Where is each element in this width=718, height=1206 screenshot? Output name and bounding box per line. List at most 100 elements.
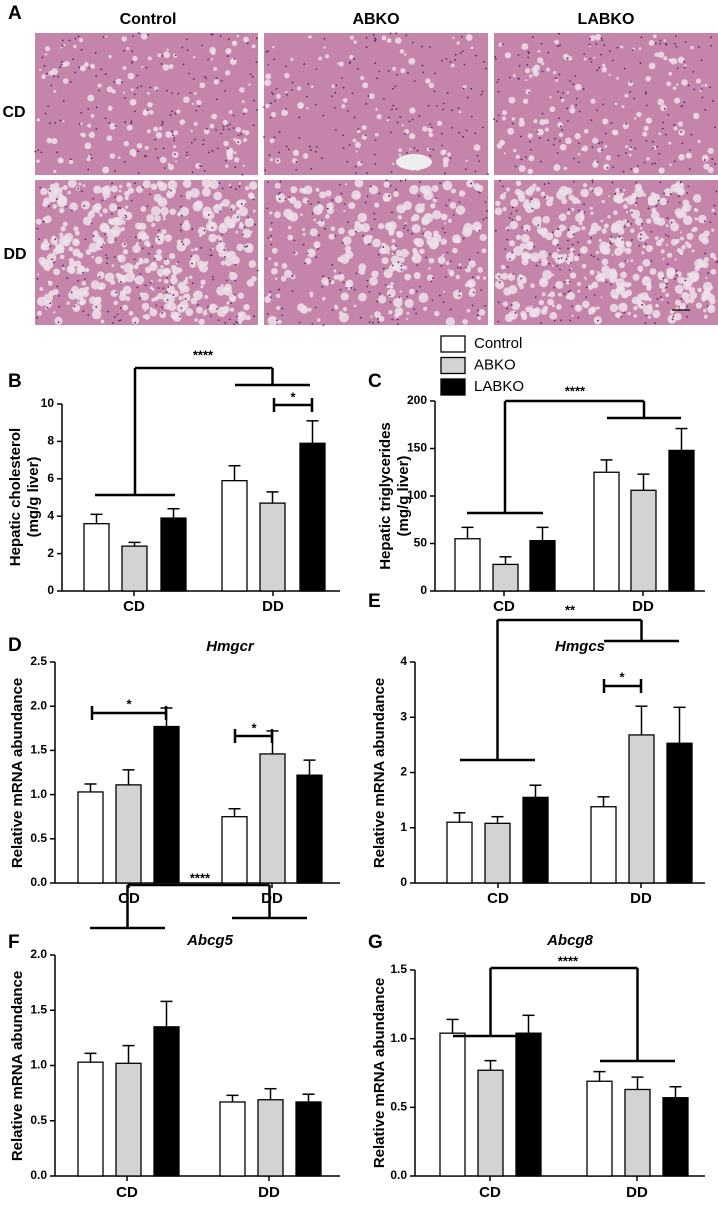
nucleus bbox=[186, 49, 189, 52]
vacuole bbox=[127, 72, 135, 80]
vacuole bbox=[302, 232, 306, 236]
vacuole bbox=[360, 75, 365, 80]
vacuole bbox=[352, 138, 357, 143]
nucleus bbox=[166, 277, 168, 280]
vacuole bbox=[562, 253, 567, 259]
vacuole bbox=[677, 276, 685, 284]
nucleus bbox=[474, 170, 477, 173]
vacuole bbox=[224, 258, 233, 267]
nucleus bbox=[368, 243, 370, 246]
nucleus bbox=[563, 293, 566, 295]
vacuole bbox=[551, 264, 554, 267]
vacuole bbox=[233, 137, 237, 142]
nucleus bbox=[198, 165, 201, 167]
vacuole bbox=[86, 157, 91, 162]
nucleus bbox=[378, 192, 381, 195]
vacuole bbox=[703, 314, 708, 319]
nucleus bbox=[266, 313, 269, 315]
vacuole bbox=[395, 37, 402, 44]
vacuole bbox=[125, 296, 131, 302]
vacuole bbox=[452, 247, 458, 254]
nucleus bbox=[219, 240, 222, 243]
nucleus bbox=[416, 149, 419, 152]
vacuole bbox=[609, 237, 612, 241]
vacuole bbox=[552, 239, 559, 246]
nucleus bbox=[679, 181, 682, 184]
nucleus bbox=[324, 227, 326, 230]
nucleus bbox=[569, 319, 572, 322]
nucleus bbox=[270, 234, 272, 237]
vacuole bbox=[208, 233, 217, 243]
nucleus bbox=[368, 321, 371, 323]
nucleus bbox=[427, 104, 430, 107]
vacuole bbox=[647, 303, 653, 310]
nucleus bbox=[630, 80, 632, 83]
bar bbox=[221, 816, 248, 884]
vacuole bbox=[624, 247, 632, 255]
nucleus bbox=[166, 299, 169, 302]
vacuole bbox=[477, 267, 484, 273]
vacuole bbox=[637, 265, 644, 272]
vacuole bbox=[338, 312, 349, 323]
nucleus bbox=[191, 262, 193, 265]
vacuole bbox=[674, 208, 683, 216]
nucleus bbox=[103, 233, 106, 236]
vacuole bbox=[74, 230, 80, 236]
nucleus bbox=[347, 221, 350, 223]
vacuole bbox=[677, 56, 685, 64]
vacuole bbox=[527, 168, 534, 175]
vacuole bbox=[135, 185, 144, 194]
vacuole bbox=[121, 36, 127, 42]
nucleus bbox=[391, 264, 394, 267]
nucleus bbox=[399, 116, 402, 119]
vacuole bbox=[182, 222, 191, 231]
vacuole bbox=[132, 244, 141, 254]
significance-label: ** bbox=[565, 602, 576, 617]
vacuole bbox=[151, 298, 156, 302]
nucleus bbox=[179, 205, 182, 208]
vacuole bbox=[681, 245, 686, 250]
vacuole bbox=[503, 152, 506, 155]
nucleus bbox=[362, 234, 365, 237]
vacuole bbox=[35, 218, 42, 225]
bar bbox=[295, 1101, 322, 1177]
vacuole bbox=[56, 195, 67, 205]
nucleus bbox=[105, 254, 107, 256]
nucleus bbox=[647, 207, 650, 210]
vacuole bbox=[531, 67, 537, 73]
vacuole bbox=[482, 276, 487, 280]
vacuole bbox=[102, 166, 110, 174]
vacuole bbox=[554, 39, 559, 45]
vacuole bbox=[503, 191, 507, 195]
vacuole bbox=[321, 296, 326, 301]
bar bbox=[630, 489, 657, 592]
nucleus bbox=[618, 235, 621, 238]
vacuole bbox=[652, 309, 661, 319]
vacuole bbox=[114, 216, 124, 226]
vacuole bbox=[358, 292, 367, 302]
nucleus bbox=[418, 115, 421, 117]
vacuole bbox=[625, 241, 632, 248]
nucleus bbox=[507, 229, 509, 231]
nucleus bbox=[205, 128, 208, 130]
vacuole bbox=[310, 85, 314, 89]
vacuole bbox=[432, 210, 442, 220]
nucleus bbox=[252, 198, 255, 201]
vacuole bbox=[419, 248, 425, 254]
vacuole bbox=[528, 155, 535, 162]
y-tick-label: 0.5 bbox=[390, 1100, 407, 1114]
vacuole bbox=[288, 225, 292, 230]
nucleus bbox=[571, 305, 573, 308]
nucleus bbox=[514, 311, 517, 314]
vacuole bbox=[638, 302, 646, 310]
nucleus bbox=[558, 73, 561, 76]
nucleus bbox=[236, 315, 239, 318]
vacuole bbox=[203, 128, 210, 135]
vacuole bbox=[674, 284, 684, 294]
vacuole bbox=[404, 273, 412, 281]
nucleus bbox=[451, 109, 454, 112]
vacuole bbox=[633, 305, 638, 311]
nucleus bbox=[512, 122, 514, 125]
nucleus bbox=[101, 199, 104, 202]
nucleus bbox=[416, 264, 419, 267]
